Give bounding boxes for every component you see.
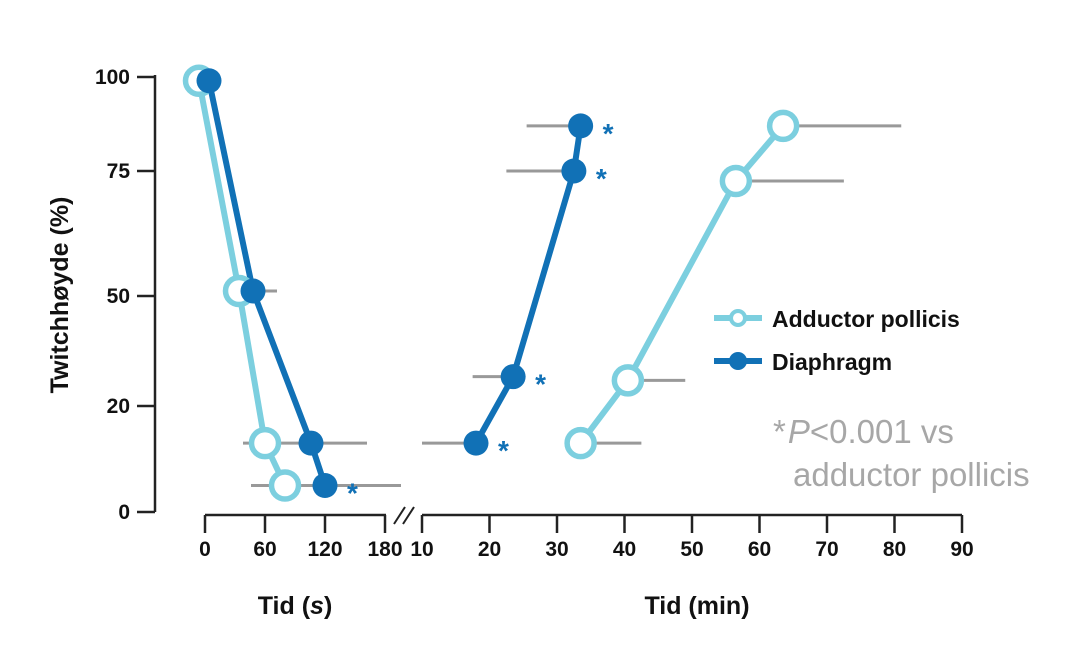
note-p: P [788,413,810,450]
legend-item-adductor: Adductor pollicis [714,306,960,332]
sig-star-diaphragm-recovery-2: * [596,163,607,194]
marker-adductor-recovery-3 [766,109,800,143]
marker-diaphragm-recovery-0 [463,430,489,456]
marker-diaphragm-points-0 [196,68,222,94]
legend-label-adductor: Adductor pollicis [772,306,960,332]
legend-swatch-adductor-marker [729,309,747,327]
y-tick-label-0: 0 [118,501,130,524]
y-tick-label-100: 100 [95,66,130,89]
sig-star-diaphragm-recovery-3: * [603,118,614,149]
y-tick-label-75: 75 [107,160,131,183]
x-tick-label-seconds-60: 60 [253,538,276,561]
x-tick-label-seconds-120: 120 [307,538,342,561]
y-axis-title: Twitchhøyde (%) [46,197,74,394]
x-axis-title-seconds: Tid (s) [258,592,333,620]
x-axis-title-minutes: Tid (min) [644,592,749,620]
x-tick-label-minutes-90: 90 [950,538,973,561]
series-markers [182,64,800,502]
x-tick-label-minutes-40: 40 [613,538,636,561]
marker-adductor-recovery-0 [564,426,597,460]
series-lines [196,80,786,487]
y-tick-label-20: 20 [107,395,130,418]
series-line-diaphragm-points [206,80,328,487]
legend-swatch-diaphragm-marker [729,352,747,370]
x-tick-label-minutes-10: 10 [410,538,433,561]
x-tick-label-minutes-80: 80 [883,538,906,561]
x-axis-title-seconds-unit: s [310,592,324,620]
marker-diaphragm-recovery-3 [568,113,594,139]
series-line-adductor-recovery [578,123,786,445]
y-axis: 0 20 50 75 100 [95,66,157,524]
x-tick-label-minutes-50: 50 [680,538,703,561]
legend-label-diaphragm: Diaphragm [772,349,892,375]
marker-adductor-points-3 [268,469,302,502]
series-line-diaphragm-recovery [473,125,584,445]
axis-break [393,506,415,525]
x-tick-label-seconds-180: 180 [367,538,402,561]
marker-adductor-recovery-1 [611,364,645,397]
marker-diaphragm-recovery-2 [561,158,587,184]
x-tick-label-minutes-60: 60 [748,538,771,561]
marker-adductor-points-2 [248,426,282,460]
x-tick-label-minutes-20: 20 [478,538,501,561]
x-axis-seconds: 0 60 120 180 [199,513,403,561]
error-bars [243,124,902,487]
x-axis-minutes: 10 20 30 40 50 60 70 80 90 [410,513,974,561]
marker-diaphragm-points-2 [298,430,324,456]
y-tick-label-50: 50 [107,285,130,308]
significance-note: *P<0.001 vs adductor pollicis [773,413,1030,493]
marker-diaphragm-points-1 [240,278,266,304]
significance-note-line2: adductor pollicis [793,456,1030,493]
series-line-adductor-points [196,80,288,487]
axis-break-slash-2 [402,506,415,525]
legend: Adductor pollicis Diaphragm [714,306,960,375]
sig-star-diaphragm-points-3: * [347,478,358,509]
marker-adductor-recovery-2 [719,164,753,198]
axis-break-slash-1 [393,506,406,525]
x-axis-title-seconds-prefix: Tid ( [258,592,311,620]
sig-star-diaphragm-recovery-0: * [498,435,509,466]
significance-markers: * * * * * [347,118,614,509]
x-tick-label-minutes-30: 30 [545,538,568,561]
legend-item-diaphragm: Diaphragm [714,349,892,375]
marker-diaphragm-points-3 [312,473,338,498]
x-tick-label-minutes-70: 70 [815,538,838,561]
x-tick-label-seconds-0: 0 [199,538,211,561]
sig-star-diaphragm-recovery-1: * [535,369,546,400]
x-axis-title-seconds-suffix: ) [324,592,332,620]
note-rest: <0.001 vs [810,413,954,450]
significance-note-line1: *P<0.001 vs [773,413,954,450]
marker-diaphragm-recovery-1 [500,364,526,390]
note-star: * [773,413,786,450]
